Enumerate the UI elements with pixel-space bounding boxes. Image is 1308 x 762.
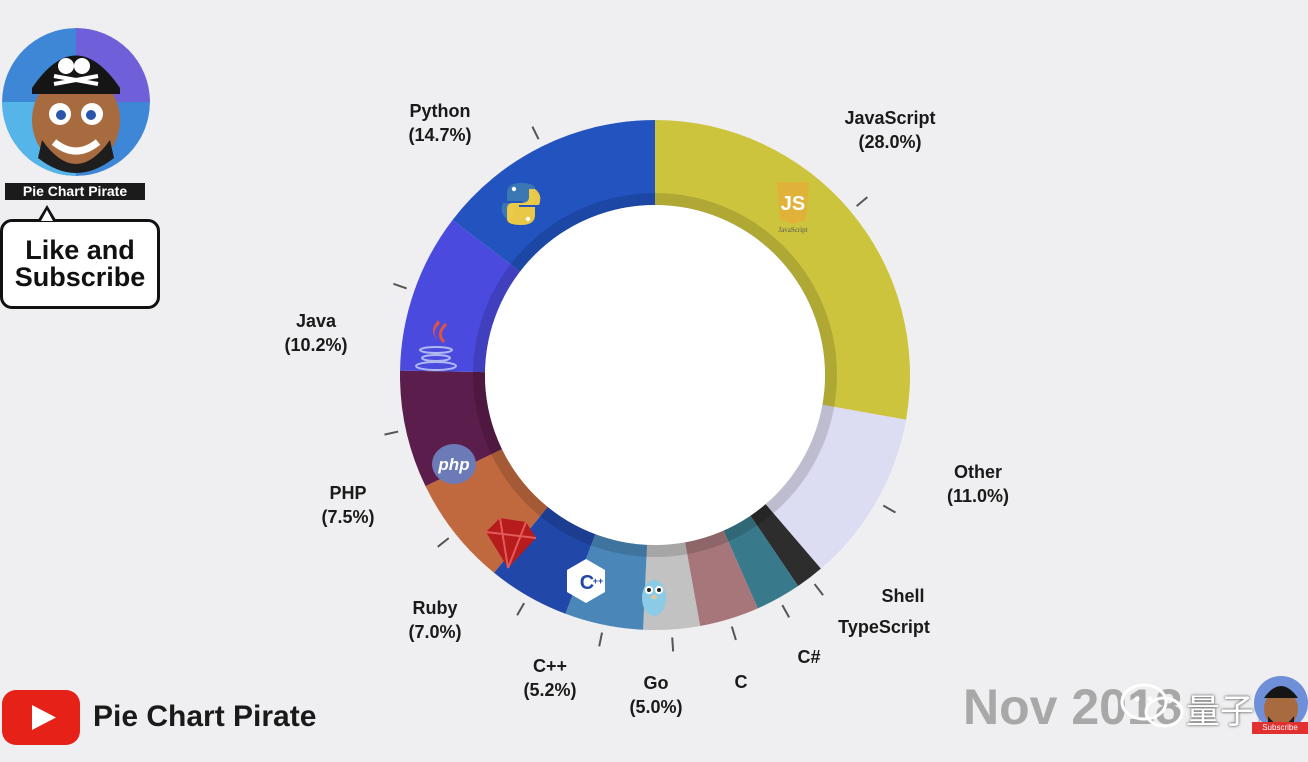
slice-python <box>452 120 655 272</box>
leader-javascript <box>855 196 868 207</box>
label-javascript: JavaScript <box>844 108 935 128</box>
javascript-logo-icon: JS JavaScript <box>777 182 809 234</box>
slice-typescript <box>723 515 799 609</box>
pct-other: (11.0%) <box>947 486 1009 506</box>
slice-go <box>565 534 648 630</box>
label-python: Python <box>410 101 471 121</box>
subscribe-badge[interactable]: Subscribe <box>1252 722 1308 734</box>
slice-php <box>400 370 502 487</box>
ruby-gem-icon <box>485 517 537 569</box>
leader-java <box>393 282 407 290</box>
label-php: PHP <box>329 483 366 503</box>
pct-java: (10.2%) <box>284 335 347 355</box>
label-leader-lines <box>384 126 896 652</box>
slice-other <box>765 404 907 569</box>
java-cup-icon <box>415 320 457 371</box>
pct-cpp: (5.2%) <box>523 680 576 700</box>
php-logo-icon: php <box>432 444 476 484</box>
pct-ruby: (7.0%) <box>408 622 461 642</box>
svg-text:JS: JS <box>781 193 805 215</box>
bubble-text: Like and Subscribe <box>3 237 157 291</box>
cplusplus-logo-icon: C ++ <box>567 559 605 603</box>
leader-go <box>598 632 604 647</box>
svg-text:++: ++ <box>593 576 604 586</box>
speech-bubble-tail-inner <box>41 210 53 221</box>
leader-shell <box>813 583 824 596</box>
pct-javascript: (28.0%) <box>858 132 921 152</box>
label-other: Other <box>954 462 1002 482</box>
pct-go: (5.0%) <box>629 697 682 717</box>
inner-shadow-ring <box>473 193 837 557</box>
slice-shell <box>750 504 821 587</box>
slice-java <box>400 219 521 373</box>
leader-c <box>671 637 675 652</box>
pct-php: (7.5%) <box>321 507 374 527</box>
svg-text:JavaScript: JavaScript <box>778 226 807 234</box>
label-java: Java <box>296 311 337 331</box>
channel-name-tag: Pie Chart Pirate <box>5 183 145 200</box>
like-subscribe-bubble[interactable]: Like and Subscribe <box>0 219 160 309</box>
python-logo-icon <box>501 183 541 225</box>
leader-ruby <box>437 537 450 548</box>
label-go: Go <box>644 673 669 693</box>
slice-csharp <box>685 530 758 626</box>
label-cpp: C++ <box>533 656 567 676</box>
leader-other <box>882 504 896 514</box>
svg-text:C: C <box>580 572 594 594</box>
go-gopher-icon <box>642 580 666 616</box>
leader-python <box>531 126 540 140</box>
youtube-channel-name: Pie Chart Pirate <box>93 700 317 733</box>
leader-csharp <box>730 626 737 641</box>
label-typescript: TypeScript <box>838 617 930 637</box>
slice-labels: JavaScript (28.0%) Other (11.0%) Shell TypeSc… <box>284 101 1009 717</box>
label-csharp: C# <box>797 647 820 667</box>
wechat-watermark-icon <box>1120 683 1184 728</box>
label-shell: Shell <box>881 586 924 606</box>
leader-cpp <box>516 602 525 616</box>
channel-avatar[interactable] <box>2 28 150 176</box>
pct-python: (14.7%) <box>408 125 471 145</box>
bubble-line2: Subscribe <box>14 262 146 292</box>
youtube-logo-icon[interactable] <box>2 690 80 745</box>
donut-hole <box>485 205 825 545</box>
svg-text:php: php <box>437 455 469 474</box>
bubble-line1: Like and <box>25 235 135 265</box>
slice-javascript <box>655 120 910 420</box>
label-c: C <box>735 672 748 692</box>
leader-php <box>384 430 399 436</box>
label-ruby: Ruby <box>413 598 458 618</box>
leader-typescript <box>781 604 790 618</box>
pirate-avatar-icon <box>2 28 150 176</box>
